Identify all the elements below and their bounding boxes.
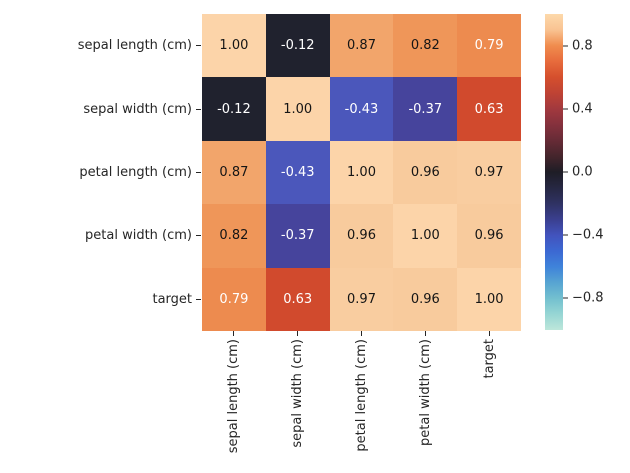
x-axis: sepal length (cm) sepal width (cm) petal l…: [202, 331, 521, 473]
heatmap-cell-1-3: -0.37: [393, 77, 458, 141]
x-tick-label: sepal length (cm): [226, 339, 242, 454]
y-tick-2: petal length (cm): [0, 141, 202, 204]
colorbar-tick-0: 0.8: [563, 38, 593, 53]
heatmap-cell-3-2: 0.96: [329, 204, 394, 268]
heatmap-cell-1-0: -0.12: [202, 77, 266, 141]
colorbar-tick-label: 0.8: [572, 38, 593, 54]
y-tick-label: petal width (cm): [85, 228, 192, 244]
colorbar-tick-2: 0.0: [563, 165, 593, 180]
heatmap-cell-4-1: 0.63: [265, 267, 330, 331]
colorbar-tick-label: 0.4: [572, 101, 593, 117]
x-tick-mark: [424, 331, 426, 336]
heatmap-cell-3-1: -0.37: [265, 204, 330, 268]
y-tick-4: target: [0, 268, 202, 331]
y-tick-label: target: [152, 291, 192, 307]
x-tick-mark: [360, 331, 362, 336]
y-tick-mark: [196, 45, 201, 47]
heatmap-cell-1-2: -0.43: [329, 77, 394, 141]
heatmap-cell-3-0: 0.82: [202, 204, 266, 268]
y-tick-label: petal length (cm): [79, 165, 192, 181]
y-tick-1: sepal width (cm): [0, 77, 202, 140]
colorbar: 0.8 0.4 0.0 −0.4 −0.8: [545, 14, 630, 330]
heatmap-cell-4-0: 0.79: [202, 267, 266, 331]
x-tick-label: petal length (cm): [353, 339, 369, 452]
x-tick-label: petal width (cm): [417, 339, 433, 446]
y-tick-mark: [196, 108, 201, 110]
heatmap-grid: 1.00 -0.12 0.87 0.82 0.79 -0.12 1.00 -0.43 -0.37…: [202, 14, 521, 331]
y-tick-mark: [196, 172, 201, 174]
heatmap-cell-1-4: 0.63: [457, 77, 521, 141]
y-tick-0: sepal length (cm): [0, 14, 202, 77]
colorbar-tick-label: 0.0: [572, 164, 593, 180]
heatmap-cell-3-3: 1.00: [393, 204, 458, 268]
y-tick-mark: [196, 298, 201, 300]
heatmap-cell-1-1: 1.00: [265, 77, 330, 141]
colorbar-tick-mark: [563, 234, 568, 236]
x-tick-0: sepal length (cm): [202, 331, 266, 473]
colorbar-gradient: [545, 14, 563, 330]
heatmap-cell-4-2: 0.97: [329, 267, 394, 331]
colorbar-tick-label: −0.4: [572, 227, 604, 243]
x-tick-mark: [488, 331, 490, 336]
y-tick-label: sepal length (cm): [77, 38, 192, 54]
y-tick-label: sepal width (cm): [83, 101, 192, 117]
x-tick-mark: [297, 331, 299, 336]
x-tick-3: petal width (cm): [393, 331, 457, 473]
x-tick-2: petal length (cm): [330, 331, 394, 473]
heatmap-cell-0-4: 0.79: [457, 14, 521, 78]
heatmap-cell-4-3: 0.96: [393, 267, 458, 331]
colorbar-tick-mark: [563, 45, 568, 47]
heatmap-cell-0-0: 1.00: [202, 14, 266, 78]
heatmap-cell-4-4: 1.00: [457, 267, 521, 331]
x-tick-1: sepal width (cm): [266, 331, 330, 473]
x-tick-label: target: [481, 339, 497, 379]
heatmap-cell-2-3: 0.96: [393, 140, 458, 205]
y-tick-mark: [196, 235, 201, 237]
x-tick-mark: [233, 331, 235, 336]
heatmap-cell-0-3: 0.82: [393, 14, 458, 78]
colorbar-tick-1: 0.4: [563, 101, 593, 116]
colorbar-tick-mark: [563, 171, 568, 173]
y-tick-3: petal width (cm): [0, 204, 202, 267]
heatmap-cell-2-1: -0.43: [265, 140, 330, 205]
heatmap-cell-3-4: 0.96: [457, 204, 521, 268]
colorbar-tick-mark: [563, 108, 568, 110]
heatmap-cell-0-2: 0.87: [329, 14, 394, 78]
heatmap-cell-2-2: 1.00: [329, 140, 394, 205]
heatmap-cell-2-4: 0.97: [457, 140, 521, 205]
x-tick-label: sepal width (cm): [290, 339, 306, 448]
x-tick-4: target: [457, 331, 521, 473]
colorbar-tick-mark: [563, 297, 568, 299]
colorbar-tick-4: −0.8: [563, 291, 604, 306]
colorbar-tick-3: −0.4: [563, 228, 604, 243]
colorbar-tick-label: −0.8: [572, 290, 604, 306]
heatmap-cell-2-0: 0.87: [202, 140, 266, 205]
y-axis: sepal length (cm) sepal width (cm) petal l…: [0, 14, 202, 331]
heatmap-cell-0-1: -0.12: [265, 14, 330, 78]
